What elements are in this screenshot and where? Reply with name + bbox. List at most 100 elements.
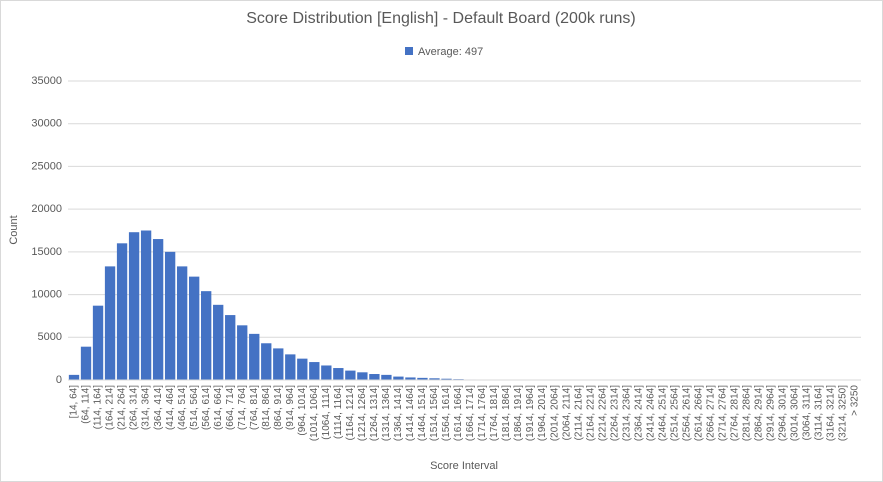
x-tick-label: (764, 814] <box>249 385 260 430</box>
chart-title: Score Distribution [English] - Default B… <box>246 10 636 27</box>
x-tick-label: (364, 414] <box>153 385 164 430</box>
bar <box>273 348 284 380</box>
x-tick-label: (264, 314] <box>129 385 140 430</box>
bar <box>140 230 152 380</box>
x-tick-label: (814, 864] <box>261 385 272 430</box>
x-tick-label: (314, 364] <box>141 385 152 430</box>
bar <box>357 372 368 380</box>
bar <box>261 343 272 380</box>
x-tick-label: (2464, 2514] <box>657 385 668 441</box>
x-tick-label: (2014, 2064] <box>549 385 560 441</box>
bar <box>381 374 392 380</box>
x-tick-label: (1914, 1964] <box>525 385 536 441</box>
bar <box>92 305 104 380</box>
x-tick-label: (1064, 1114] <box>321 385 332 440</box>
bar <box>188 276 200 380</box>
bar <box>417 377 428 380</box>
x-tick-label: (2814, 2864] <box>741 385 752 441</box>
x-tick-label: (1364, 1414] <box>393 385 404 441</box>
x-tick-label: (1114, 1164] <box>333 385 344 439</box>
x-tick-label: (1764, 1814] <box>489 385 500 441</box>
x-tick-label: (164, 214] <box>105 385 116 430</box>
bar <box>68 374 80 380</box>
bar <box>249 333 260 380</box>
x-tick-label: (1664, 1714] <box>465 385 476 441</box>
x-tick-label: (2914, 2964] <box>766 385 777 441</box>
x-tick-label: (3214, 3250] <box>838 385 849 441</box>
bar <box>297 358 308 380</box>
legend-swatch <box>405 47 413 55</box>
x-tick-label: (2114, 2164] <box>573 385 584 441</box>
x-tick-label: (214, 264] <box>117 385 128 430</box>
x-tick-label: (2614, 2664] <box>693 385 704 441</box>
y-tick-label: 0 <box>56 374 62 386</box>
bar <box>309 362 320 380</box>
x-tick-label: (2714, 2764] <box>717 385 728 441</box>
x-tick-label: (2414, 2464] <box>645 385 656 441</box>
y-tick-label: 20000 <box>31 203 62 215</box>
bar <box>429 378 440 380</box>
x-tick-label: (914, 964] <box>285 385 296 430</box>
x-tick-label: (1714, 1764] <box>477 385 488 441</box>
bar <box>405 377 416 380</box>
bar <box>80 346 92 380</box>
x-tick-label: (1414, 1464] <box>405 385 416 441</box>
x-tick-label: (3164, 3214] <box>826 385 837 441</box>
y-tick-label: 10000 <box>31 288 62 300</box>
x-tick-label: (514, 564] <box>189 385 200 430</box>
y-tick-label: 30000 <box>31 118 62 130</box>
x-tick-label: (714, 764] <box>237 385 248 430</box>
bar <box>237 325 248 380</box>
legend-label: Average: 497 <box>418 46 483 58</box>
x-tick-label: (464, 514] <box>177 385 188 430</box>
x-tick-label: (664, 714] <box>225 385 236 430</box>
x-tick-label: (614, 664] <box>213 385 224 430</box>
x-tick-label: (2964, 3014] <box>778 385 789 441</box>
y-tick-label: 35000 <box>31 75 62 87</box>
x-tick-label: (2264, 2314] <box>609 385 620 441</box>
bar <box>152 239 164 380</box>
x-tick-label: > 3250 <box>850 385 861 416</box>
x-tick-label: (2764, 2814] <box>729 385 740 441</box>
bar <box>225 315 236 380</box>
x-tick-label: (414, 464] <box>165 385 176 430</box>
x-tick-label: (1264, 1314] <box>369 385 380 441</box>
x-tick-label: (1164, 1214] <box>345 385 356 441</box>
x-tick-label: (1564, 1614] <box>441 385 452 441</box>
bar <box>441 378 452 380</box>
bar <box>321 365 332 380</box>
y-tick-label: 5000 <box>38 331 62 343</box>
bar <box>333 368 344 380</box>
x-tick-label: (1464, 1514] <box>417 385 428 441</box>
x-tick-label: [14, 64] <box>69 385 80 419</box>
x-tick-label: (3114, 3164] <box>814 385 825 441</box>
x-tick-label: (564, 614] <box>201 385 212 430</box>
bar <box>369 374 380 380</box>
y-axis-title: Count <box>8 215 20 244</box>
x-tick-label: (2064, 2114] <box>561 385 572 441</box>
x-tick-label: (1864, 1914] <box>513 385 524 441</box>
x-tick-label: (2514, 2564] <box>669 385 680 441</box>
x-tick-label: (3064, 3114] <box>802 385 813 441</box>
x-tick-label: (1314, 1364] <box>381 385 392 441</box>
bar <box>213 304 224 380</box>
y-tick-label: 15000 <box>31 246 62 258</box>
x-tick-label: (2164, 2214] <box>585 385 596 441</box>
bar <box>345 370 356 380</box>
bar <box>393 376 404 380</box>
bar <box>201 291 212 380</box>
x-tick-label: (2564, 2614] <box>681 385 692 441</box>
bar <box>285 354 296 380</box>
bar <box>116 243 128 380</box>
x-tick-label: (864, 914] <box>273 385 284 430</box>
x-tick-label: (1964, 2014] <box>537 385 548 441</box>
x-tick-label: (2664, 2714] <box>705 385 716 441</box>
bar <box>176 266 188 380</box>
x-tick-label: (2314, 2364] <box>621 385 632 441</box>
x-tick-label: (3014, 3064] <box>790 385 801 441</box>
x-tick-label: (1214, 1264] <box>357 385 368 441</box>
x-tick-label: (2864, 2914] <box>754 385 765 441</box>
x-tick-label: (964, 1014] <box>297 385 308 436</box>
x-tick-label: (114, 164] <box>93 385 104 430</box>
